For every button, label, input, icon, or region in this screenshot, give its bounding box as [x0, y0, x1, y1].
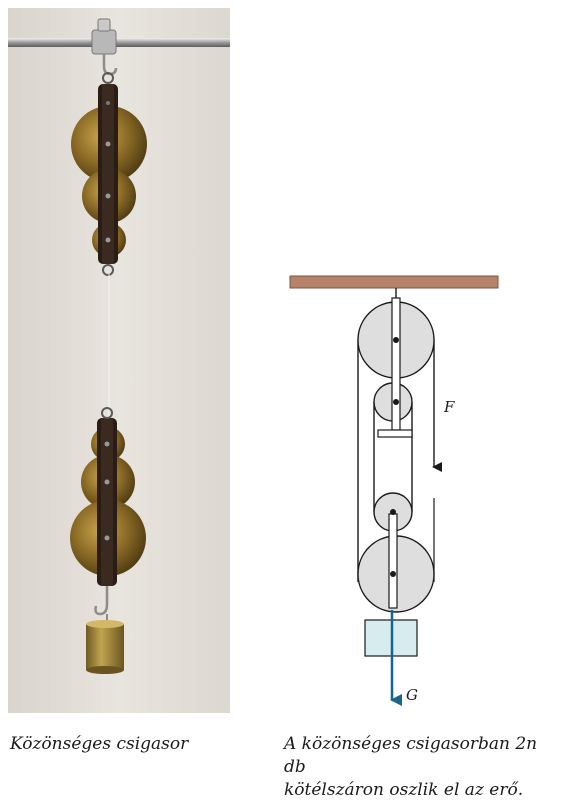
diagram-caption: A közönséges csigasorban 2n db kötélszár…	[284, 733, 564, 802]
upper-frame	[391, 297, 401, 431]
photo-caption: Közönséges csigasor	[10, 734, 189, 754]
lower-frame	[388, 513, 398, 609]
photo-clamp	[91, 29, 117, 55]
diagram-caption-line2: kötélszáron oszlik el az erő.	[284, 780, 524, 800]
upper-crossbar	[377, 429, 413, 438]
weight-label: G	[406, 686, 418, 704]
photo-lower-block	[70, 407, 146, 586]
diagram-caption-line1: A közönséges csigasorban 2n db	[284, 734, 538, 777]
photo-upper-block	[71, 72, 147, 276]
pulley-photo	[8, 8, 230, 713]
force-label: F	[443, 398, 455, 416]
photo-weight	[86, 620, 124, 674]
photo-weight-hook	[94, 586, 109, 616]
ceiling	[289, 275, 499, 289]
pulley-diagram: F G	[289, 275, 499, 706]
photo-clamp-screw	[97, 18, 111, 32]
photo-rod	[8, 38, 230, 47]
